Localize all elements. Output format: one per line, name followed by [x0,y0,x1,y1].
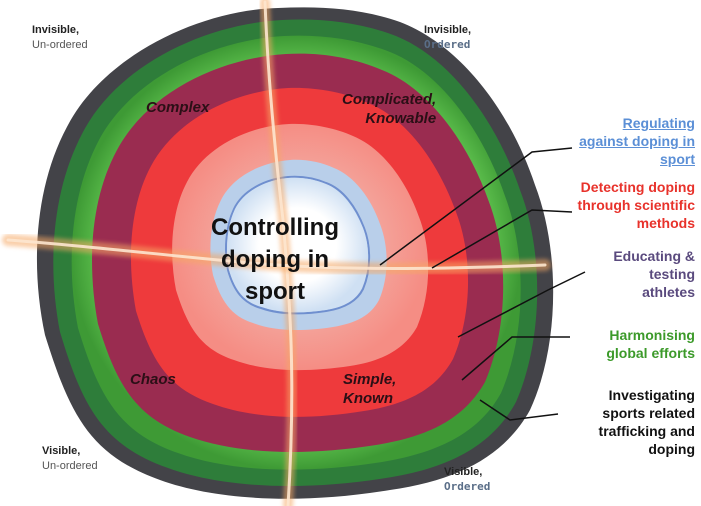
quadrant-top-left: Complex [146,98,209,117]
legend-investigating-line3: trafficking and [598,423,695,439]
corner-top-left-line2: Un-ordered [32,39,88,51]
core [227,177,369,313]
leader-line-harmonising [461,336,570,381]
ring-blue-edge [225,175,371,315]
legend-harmonising-line1: Harmonising [609,327,695,343]
leader-lines [379,147,586,421]
legend-regulating-line2: against doping in [579,133,695,149]
legend-regulating-line1: Regulating [622,115,695,131]
legend-educating-line1: Educating & [613,248,695,264]
quadrant-top-right-line2: Knowable [365,110,437,127]
legend-detecting-line3: methods [636,215,695,231]
quadrant-top-right-line1: Complicated, [342,91,437,108]
quadrant-bottom-left: Chaos [130,370,176,389]
quadrant-bottom-right: Simple, Known [343,370,396,408]
corner-label-top-right: Invisible, Ordered [424,24,471,51]
legend-detecting-line2: through scientific [577,197,695,213]
corner-label-bottom-right: Visible, Ordered [444,465,490,494]
legend-investigating-line4: doping [648,441,695,457]
quadrant-bottom-right-line2: Known [343,390,393,407]
quadrant-bottom-left-line: Chaos [130,371,176,388]
corner-bottom-right-line1: Visible, [444,466,483,478]
quadrant-top-left-line: Complex [146,99,210,116]
quadrant-top-right: Complicated, Knowable [342,90,436,128]
legend-educating: Educating & testing athletes [545,247,695,301]
corner-label-top-left: Invisible, Un-ordered [32,24,88,52]
corner-bottom-left-line1: Visible, [42,445,81,457]
onion-rings [36,7,554,499]
vertical-axis-core [263,0,294,506]
corner-bottom-right-line2: Ordered [444,480,491,493]
legend-detecting-line1: Detecting doping [580,179,695,195]
corner-top-right-line2: Ordered [424,38,471,51]
horizontal-axis-core [6,238,547,270]
leader-line-regulating [379,147,573,266]
leader-line-educating [457,271,586,338]
quadrant-bottom-right-line1: Simple, [343,371,397,388]
legend-regulating-line3: sport [660,151,695,167]
legend-investigating-line1: Investigating [608,387,695,403]
legend-harmonising: Harmonising global efforts [545,326,695,362]
legend-educating-line3: athletes [642,284,695,300]
legend-educating-line2: testing [649,266,695,282]
corner-bottom-left-line2: Un-ordered [42,460,98,472]
leader-line-detecting [431,209,573,269]
cynefin-axes [2,0,551,506]
center-label-line2: doping in [221,246,329,273]
corner-label-bottom-left: Visible, Un-ordered [42,445,98,473]
center-label: Controlling doping in sport [200,212,350,308]
corner-top-right-line1: Invisible, [424,24,472,36]
leader-line-investigating [479,399,559,421]
legend-regulating: Regulating against doping in sport [545,114,695,168]
center-label-line3: sport [245,278,305,305]
center-label-line1: Controlling [211,214,339,241]
legend-investigating: Investigating sports related trafficking… [545,386,695,458]
legend-harmonising-line2: global efforts [606,345,695,361]
legend-investigating-line2: sports related [602,405,695,421]
legend-detecting: Detecting doping through scientific meth… [545,178,695,232]
corner-top-left-line1: Invisible, [32,24,80,36]
